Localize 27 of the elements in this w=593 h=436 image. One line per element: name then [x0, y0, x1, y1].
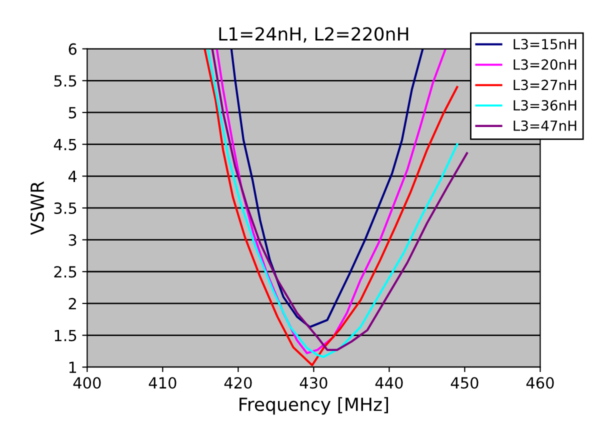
legend-label: L3=15nH — [514, 38, 576, 50]
legend-label: L3=47nH — [514, 120, 576, 131]
x-tick-label: 420 — [224, 377, 252, 389]
y-tick-label: 5 — [68, 107, 76, 119]
x-tick-label: 400 — [73, 377, 101, 389]
legend-label: L3=20nH — [514, 59, 576, 70]
y-tick-label: 4 — [68, 170, 77, 182]
y-tick-label: 6 — [68, 43, 76, 55]
y-tick-label: 3.5 — [54, 202, 76, 214]
y-tick-label: 5.5 — [54, 75, 76, 87]
x-tick-label: 450 — [450, 377, 478, 389]
x-tick-label: 410 — [148, 377, 176, 389]
x-tick-label: 430 — [300, 377, 328, 389]
legend-label: L3=36nH — [514, 100, 576, 111]
y-tick-label: 1 — [69, 362, 76, 373]
y-tick-label: 4.5 — [54, 138, 76, 150]
chart-title: L1=24nH, L2=220nH — [219, 27, 408, 43]
x-tick-label: 460 — [526, 377, 554, 389]
legend-label: L3=27nH — [514, 80, 576, 90]
y-tick-label: 2 — [68, 298, 76, 310]
y-tick-label: 1.5 — [54, 330, 76, 342]
y-axis-title: VSWR — [30, 181, 44, 235]
y-tick-label: 3 — [68, 234, 76, 246]
y-tick-label: 2.5 — [54, 266, 76, 278]
line-series — [230, 48, 424, 328]
x-tick-label: 440 — [375, 377, 403, 389]
x-axis-title: Frequency [MHz] — [240, 397, 388, 415]
